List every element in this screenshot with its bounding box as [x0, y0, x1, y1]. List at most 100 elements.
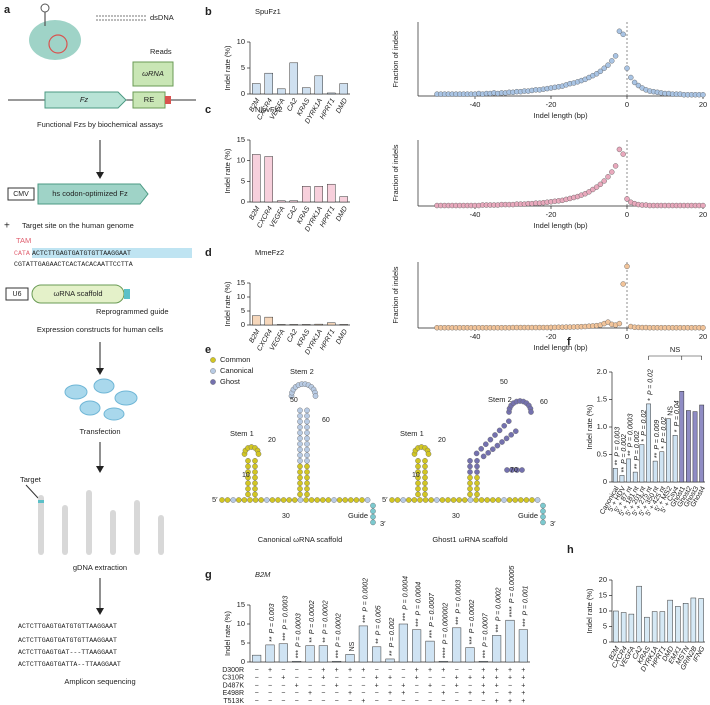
nucleotide [504, 467, 510, 473]
panel-label: a [4, 4, 11, 16]
bar [613, 610, 619, 643]
nucleotide [297, 480, 303, 487]
p-value: P = 0.000002 [442, 603, 449, 645]
position-number: 50 [290, 397, 298, 404]
mutation-sign: + [361, 698, 365, 705]
legend-label: Common [220, 355, 250, 364]
nucleotide [370, 502, 376, 509]
nucleotide [353, 497, 360, 503]
mutation-sign: − [401, 675, 405, 682]
nucleotide [422, 480, 428, 487]
mutation-sign: − [308, 698, 312, 705]
nucleotide [304, 407, 310, 414]
point [593, 184, 600, 190]
y-axis-label: Indel rate (%) [585, 404, 594, 450]
mutation-sign: − [361, 682, 365, 689]
mutation-sign: − [348, 675, 352, 682]
nucleotide [258, 497, 265, 503]
nucleotide [473, 450, 480, 457]
y-tick-label: 1.0 [597, 422, 607, 431]
stars: *** [402, 613, 409, 621]
significance: ** P = 0.003 [269, 603, 276, 641]
guide-label: Guide [348, 511, 368, 520]
mutation-sign: − [308, 667, 312, 674]
nucleotide [336, 497, 343, 503]
mutation-sign: + [495, 698, 499, 705]
significance: * P = 0.02 [661, 417, 668, 449]
mutation-sign: − [428, 675, 432, 682]
nucleotide [478, 445, 485, 452]
rna-loop [48, 34, 68, 54]
nucleotide [405, 497, 412, 503]
significance: *** P = 0.0004 [416, 582, 423, 627]
mutation-sign: − [375, 690, 379, 697]
nucleotide [415, 474, 421, 481]
significance: **** P = 0.00005 [509, 565, 516, 617]
mutation-sign: − [348, 698, 352, 705]
point [597, 68, 604, 75]
nucleotide [480, 453, 487, 460]
mutation-sign: − [428, 698, 432, 705]
nucleotide [210, 357, 216, 363]
mutation-sign: + [495, 682, 499, 689]
mutation-sign: − [281, 698, 285, 705]
point [624, 65, 630, 71]
nucleotide [304, 463, 310, 470]
p-value: P = 0.02 [661, 417, 668, 443]
bar [636, 585, 642, 643]
fz-construct [37, 183, 149, 205]
point [628, 74, 634, 81]
nucleotide [495, 497, 502, 503]
nucleotide [342, 497, 349, 503]
y-tick-label: 1.5 [597, 394, 607, 403]
arrow-head [96, 368, 104, 375]
target-sequence: ACTCTTGAGTGATGTGTTAAGGAAT [32, 250, 131, 257]
nucleotide [474, 469, 480, 475]
mutation-sign: + [415, 675, 419, 682]
y-tick-label: 10 [237, 292, 245, 301]
mutation-sign: − [401, 667, 405, 674]
mutation-sign: + [481, 690, 485, 697]
mutation-sign: − [455, 690, 459, 697]
point [616, 28, 623, 34]
nucleotide [492, 432, 498, 438]
stem-label: Stem 2 [488, 395, 512, 404]
x-axis-label: Indel length (bp) [533, 221, 588, 230]
point [612, 53, 619, 59]
bar [289, 62, 298, 95]
bar [620, 612, 627, 643]
nucleotide [314, 497, 321, 503]
significance: *** P = 0.0007 [429, 592, 436, 638]
p-value: P = 0.002 [634, 431, 641, 461]
nucleotide [484, 497, 491, 503]
nucleotide [422, 474, 428, 481]
u6-box [5, 287, 29, 301]
point [620, 31, 626, 38]
mutation-sign: + [468, 675, 472, 682]
step-text: Functional Fzs by biochemical assays [37, 120, 163, 129]
p-value: P = 0.0004 [416, 582, 423, 616]
nucleotide [487, 436, 494, 443]
nucleotide [252, 497, 259, 503]
mutation-sign: + [375, 675, 379, 682]
mutation-sign: − [468, 698, 472, 705]
bar [265, 644, 275, 663]
bar [398, 623, 408, 663]
nucleotide [467, 485, 473, 492]
bar [318, 645, 328, 663]
mutation-sign: − [321, 682, 325, 689]
point [620, 151, 626, 157]
mutation-sign: + [428, 682, 432, 689]
nucleotide [496, 427, 503, 434]
read-sequence: ACTCTTGAGTGATGTGTTAAGGAAT [18, 623, 117, 630]
nucleotide [245, 463, 251, 470]
nucleotide [461, 497, 468, 503]
mutation-sign: − [388, 698, 392, 705]
pointer [25, 484, 39, 499]
diagram-caption: Ghost1 ωRNA scaffold [432, 535, 507, 544]
stars: * [641, 439, 648, 442]
nucleotide [255, 451, 262, 457]
stars: ** [309, 637, 316, 643]
significance: ** P = 0.0002 [322, 600, 329, 642]
